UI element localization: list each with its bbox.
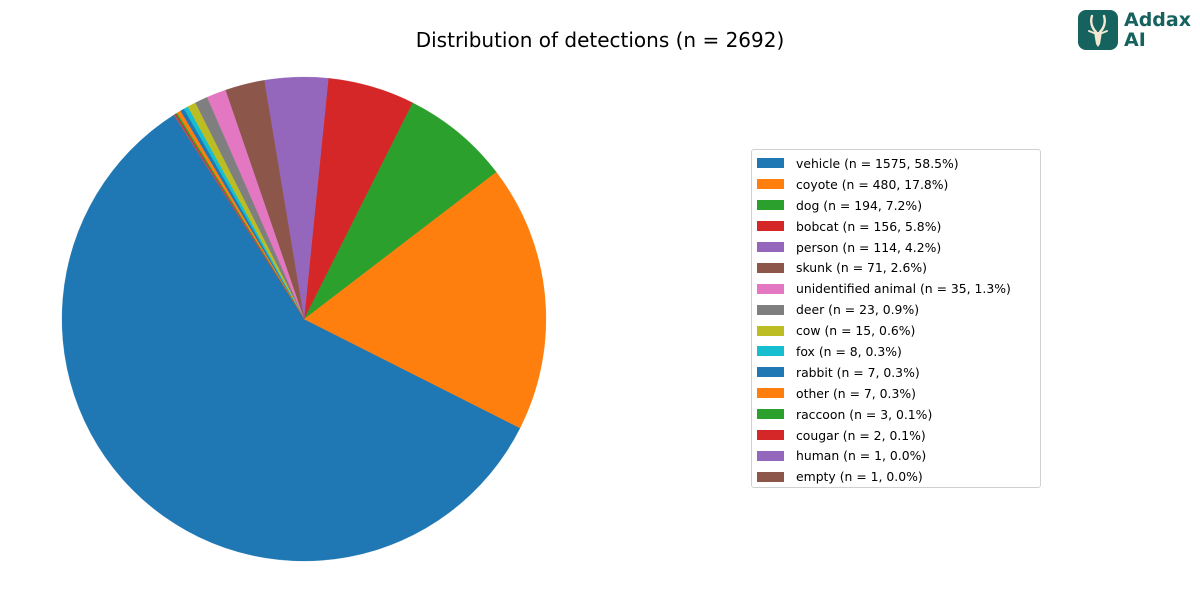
legend-entry-skunk: skunk (n = 71, 2.6%) <box>757 257 1040 278</box>
legend-entry-dog: dog (n = 194, 7.2%) <box>757 195 1040 216</box>
legend-swatch <box>757 304 784 315</box>
legend-entry-rabbit: rabbit (n = 7, 0.3%) <box>757 362 1040 383</box>
legend-entry-deer: deer (n = 23, 0.9%) <box>757 299 1040 320</box>
legend-label: cow (n = 15, 0.6%) <box>796 323 916 339</box>
legend-entry-human: human (n = 1, 0.0%) <box>757 445 1040 466</box>
legend-swatch <box>757 346 784 357</box>
legend-swatch <box>757 221 784 232</box>
legend-label: empty (n = 1, 0.0%) <box>796 469 923 485</box>
legend-swatch <box>757 158 784 169</box>
pie-slice-vehicle <box>61 114 521 562</box>
antelope-logo-icon <box>1078 10 1118 50</box>
legend-swatch <box>757 262 784 273</box>
legend-label: raccoon (n = 3, 0.1%) <box>796 406 933 422</box>
legend-entry-bobcat: bobcat (n = 156, 5.8%) <box>757 216 1040 237</box>
pie-slice-coyote <box>303 171 547 429</box>
legend-swatch <box>757 471 784 482</box>
legend-swatch <box>757 283 784 294</box>
legend-label: skunk (n = 71, 2.6%) <box>796 260 927 276</box>
legend-label: fox (n = 8, 0.3%) <box>796 343 902 359</box>
legend-swatch <box>757 430 784 441</box>
pie-slice-empty <box>173 114 305 320</box>
legend-entry-unidentified-animal: unidentified animal (n = 35, 1.3%) <box>757 278 1040 299</box>
legend-swatch <box>757 242 784 252</box>
legend-label: person (n = 114, 4.2%) <box>796 239 942 255</box>
legend-entry-coyote: coyote (n = 480, 17.8%) <box>757 174 1040 195</box>
legend-swatch <box>757 450 784 461</box>
legend-entry-person: person (n = 114, 4.2%) <box>757 237 1040 258</box>
logo-text-line-2: AI <box>1124 29 1146 51</box>
legend-label: bobcat (n = 156, 5.8%) <box>796 218 942 234</box>
legend-swatch <box>757 409 784 420</box>
logo-text-line-1: Addax <box>1124 9 1191 31</box>
legend-entry-fox: fox (n = 8, 0.3%) <box>757 341 1040 362</box>
legend-entry-raccoon: raccoon (n = 3, 0.1%) <box>757 404 1040 425</box>
legend-entry-other: other (n = 7, 0.3%) <box>757 383 1040 404</box>
legend-entry-empty: empty (n = 1, 0.0%) <box>757 466 1040 487</box>
legend-swatch <box>757 325 784 336</box>
legend-entry-vehicle: vehicle (n = 1575, 58.5%) <box>757 153 1040 174</box>
legend-swatch <box>757 179 784 190</box>
addax-ai-logo: Addax AI <box>1078 10 1193 52</box>
chart-title: Distribution of detections (n = 2692) <box>415 28 785 52</box>
legend-label: rabbit (n = 7, 0.3%) <box>796 364 920 380</box>
legend-label: deer (n = 23, 0.9%) <box>796 302 920 318</box>
legend-label: human (n = 1, 0.0%) <box>796 448 927 464</box>
legend-label: cougar (n = 2, 0.1%) <box>796 427 926 443</box>
legend: vehicle (n = 1575, 58.5%) coyote (n = 480… <box>751 149 1041 488</box>
legend-label: coyote (n = 480, 17.8%) <box>796 176 949 192</box>
legend-swatch <box>757 367 784 378</box>
legend-label: other (n = 7, 0.3%) <box>796 385 916 401</box>
legend-swatch <box>757 200 784 211</box>
legend-swatch <box>757 388 784 399</box>
legend-entry-cougar: cougar (n = 2, 0.1%) <box>757 425 1040 446</box>
legend-entry-cow: cow (n = 15, 0.6%) <box>757 320 1040 341</box>
pie-slices <box>61 76 547 562</box>
legend-label: dog (n = 194, 7.2%) <box>796 197 923 213</box>
legend-label: unidentified animal (n = 35, 1.3%) <box>796 281 1011 297</box>
legend-label: vehicle (n = 1575, 58.5%) <box>796 155 959 171</box>
pie-slice-dog <box>303 102 497 320</box>
